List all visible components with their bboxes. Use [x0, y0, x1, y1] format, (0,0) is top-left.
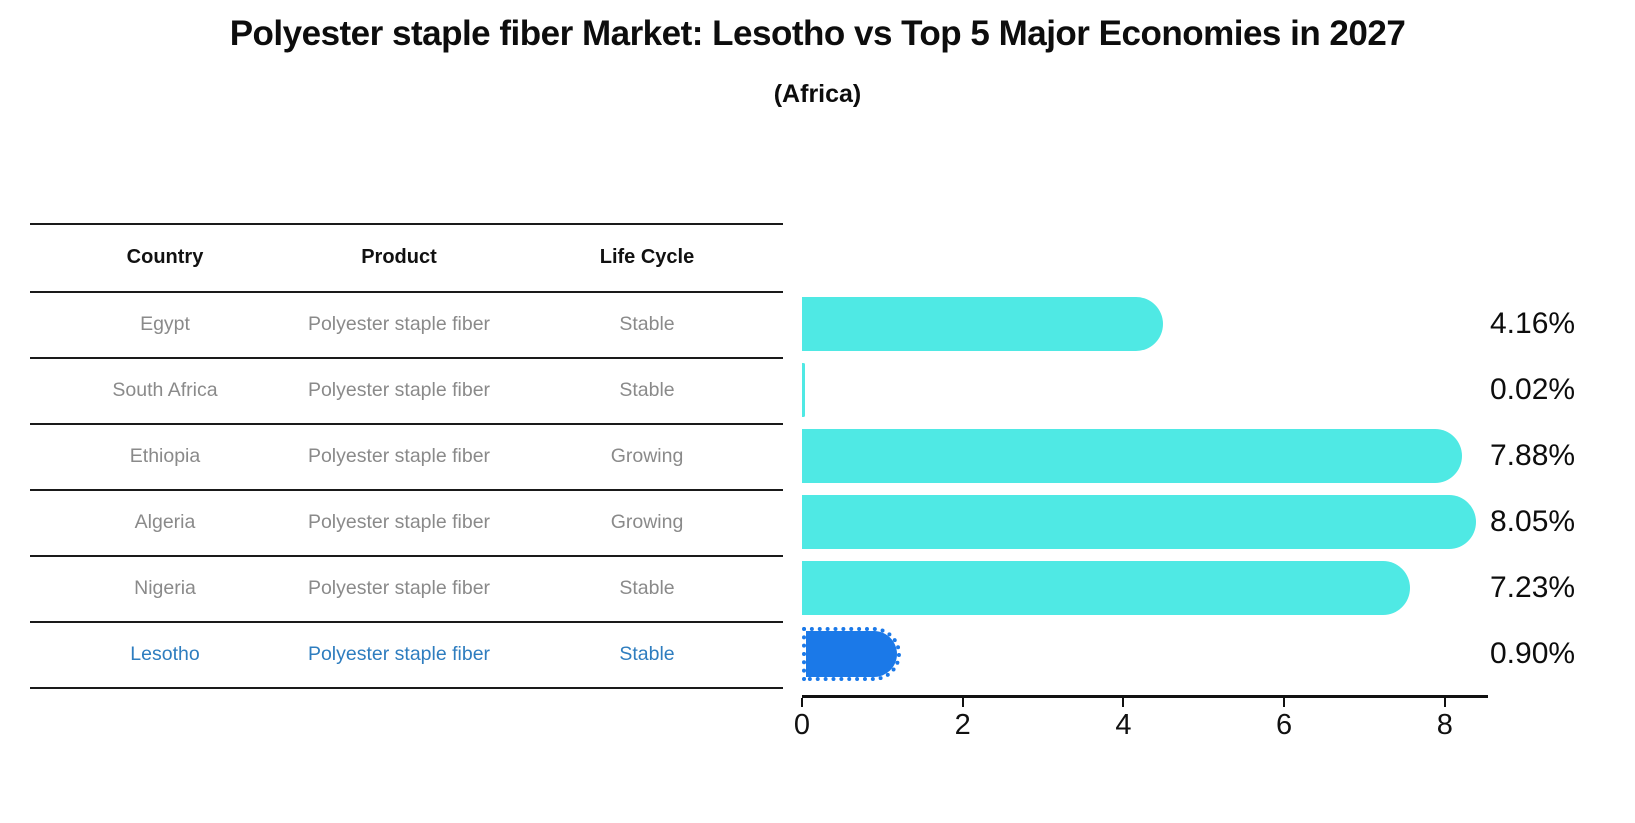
table-row-ethiopia: Ethiopia Polyester staple fiber Growing: [30, 423, 783, 489]
table-divider-line: [30, 423, 783, 425]
chart-subtitle: (Africa): [773, 80, 862, 108]
life-cycle-cell: Growing: [610, 510, 684, 533]
product-cell: Polyester staple fiber: [307, 642, 491, 665]
x-axis-tick: [1122, 698, 1125, 707]
x-axis-line: [802, 695, 1488, 698]
life-cycle-cell: Growing: [610, 444, 684, 467]
life-cycle-cell: Stable: [619, 576, 675, 599]
country-cell: Algeria: [134, 510, 196, 533]
value-label: 7.88%: [1490, 439, 1576, 472]
x-axis-tick-label: 2: [954, 709, 971, 741]
value-label: 0.02%: [1490, 373, 1576, 406]
country-cell: Lesotho: [130, 642, 200, 665]
x-axis-tick: [1443, 698, 1446, 707]
product-cell: Polyester staple fiber: [307, 444, 491, 467]
bar-lesotho-highlighted: [802, 627, 902, 681]
bar-nigeria: [802, 561, 1410, 615]
chart-title: Polyester staple fiber Market: Lesotho v…: [229, 14, 1406, 53]
table-row-south-africa: South Africa Polyester staple fiber Stab…: [30, 357, 783, 423]
x-axis-tick: [801, 698, 803, 707]
table-bottom-line: [30, 687, 783, 689]
life-cycle-cell: Stable: [619, 378, 675, 401]
table-divider-line: [30, 489, 783, 491]
product-cell: Polyester staple fiber: [307, 510, 491, 533]
table-divider-line: [30, 555, 783, 557]
x-axis-tick-label: 4: [1115, 709, 1132, 741]
column-header-life-cycle: Life Cycle: [599, 245, 695, 268]
table-header-line: [30, 291, 783, 293]
x-axis-tick: [961, 698, 964, 707]
value-label: 8.05%: [1490, 505, 1576, 538]
bar-egypt: [802, 297, 1164, 351]
country-cell: Egypt: [140, 312, 190, 335]
bar-algeria: [802, 495, 1476, 549]
table-top-line: [30, 223, 783, 225]
table-divider-line: [30, 357, 783, 359]
bar-south-africa: [802, 363, 806, 417]
column-header-product: Product: [361, 245, 437, 268]
table-header-row: Country Product Life Cycle: [30, 223, 783, 291]
x-axis-tick: [1283, 698, 1286, 707]
x-axis-tick-label: 6: [1276, 709, 1293, 741]
table-row-lesotho: Lesotho Polyester staple fiber Stable: [30, 621, 783, 687]
value-label: 7.23%: [1490, 571, 1576, 604]
life-cycle-cell: Stable: [619, 642, 675, 665]
country-cell: Ethiopia: [129, 444, 201, 467]
product-cell: Polyester staple fiber: [307, 576, 491, 599]
country-cell: South Africa: [112, 378, 218, 401]
x-axis-tick-label: 0: [793, 709, 811, 741]
column-header-country: Country: [126, 245, 204, 268]
value-label: 0.90%: [1490, 637, 1576, 670]
table-row-nigeria: Nigeria Polyester staple fiber Stable: [30, 555, 783, 621]
country-cell: Nigeria: [134, 576, 196, 599]
table-row-egypt: Egypt Polyester staple fiber Stable: [30, 291, 783, 357]
product-cell: Polyester staple fiber: [307, 312, 491, 335]
bar-ethiopia: [802, 429, 1463, 483]
value-label: 4.16%: [1490, 307, 1576, 340]
product-cell: Polyester staple fiber: [307, 378, 491, 401]
x-axis-tick-label: 8: [1436, 709, 1453, 741]
table-divider-line: [30, 621, 783, 623]
table-row-algeria: Algeria Polyester staple fiber Growing: [30, 489, 783, 555]
life-cycle-cell: Stable: [619, 312, 675, 335]
